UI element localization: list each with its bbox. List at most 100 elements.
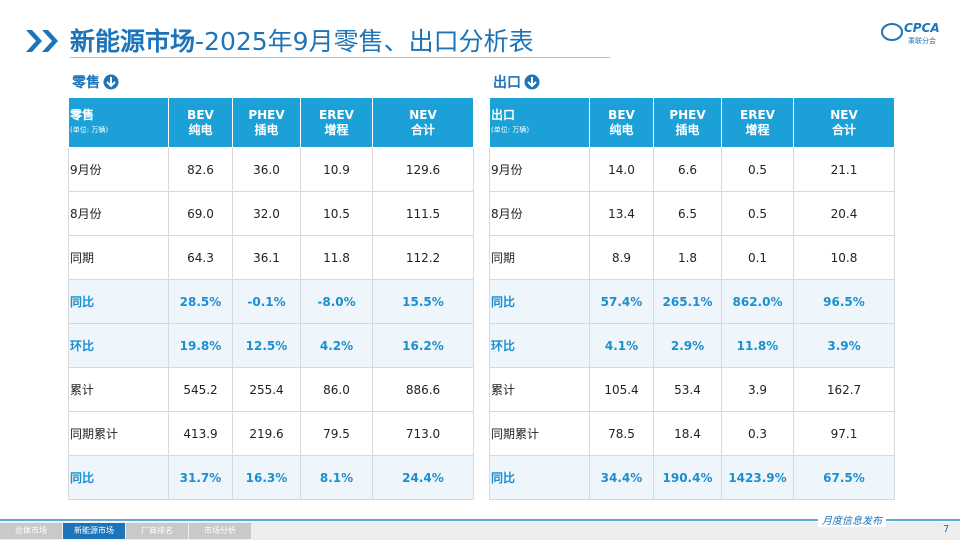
cell: 219.6 [232,411,301,456]
cell: 67.5% [793,455,895,500]
cell: 190.4% [653,455,722,500]
footer-line [0,519,960,521]
row-label: 同期 [68,235,169,280]
cell: 862.0% [721,279,794,324]
cell: 64.3 [168,235,233,280]
cell: 1423.9% [721,455,794,500]
column-header: NEV 合计 [793,97,895,148]
cell: 0.5 [721,147,794,192]
cell: 11.8% [721,323,794,368]
unit-label: (单位: 万辆) [70,125,109,134]
column-name: 插电 [254,122,279,137]
column-code: EREV [740,107,775,122]
column-name: 插电 [675,122,700,137]
column-header: PHEV 插电 [232,97,301,148]
cell: 0.3 [721,411,794,456]
cell: 1.8 [653,235,722,280]
column-header: EREV 增程 [300,97,373,148]
data-table: 零售 (单位: 万辆) BEV 纯电 PHEV 插电 EREV 增程 NEV 合计 9月份 82.6 3… [68,97,474,500]
cell: 11.8 [300,235,373,280]
table-row: 同期累计 78.5 18.4 0.3 97.1 [489,411,895,456]
row-label: 环比 [68,323,169,368]
cell: 78.5 [589,411,654,456]
cell: 886.6 [372,367,474,412]
column-name: 纯电 [609,122,634,137]
header-row: 出口 (单位: 万辆) BEV 纯电 PHEV 插电 EREV 增程 NEV 合计 [489,97,895,148]
cell: 32.0 [232,191,301,236]
chevrons [26,30,58,52]
cell: 10.5 [300,191,373,236]
cell: 4.1% [589,323,654,368]
title-rest: -2025年9月零售、出口分析表 [195,27,534,56]
cell: 16.3% [232,455,301,500]
cell: 4.2% [300,323,373,368]
table-row: 8月份 13.4 6.5 0.5 20.4 [489,191,895,236]
cell: 8.1% [300,455,373,500]
column-header: BEV 纯电 [589,97,654,148]
cell: 413.9 [168,411,233,456]
row-label: 同期累计 [489,411,590,456]
cell: 21.1 [793,147,895,192]
cell: 12.5% [232,323,301,368]
column-code: NEV [830,107,858,122]
cell: 69.0 [168,191,233,236]
cell: 105.4 [589,367,654,412]
table-row: 同期累计 413.9 219.6 79.5 713.0 [68,411,474,456]
cell: 20.4 [793,191,895,236]
table-row: 9月份 82.6 36.0 10.9 129.6 [68,147,474,192]
table-row: 环比 19.8% 12.5% 4.2% 16.2% [68,323,474,368]
cell: -0.1% [232,279,301,324]
footer-tab: 市场分析 [189,523,251,539]
row-label: 同比 [489,279,590,324]
section-label: 零售 [72,72,119,92]
cell: 3.9 [721,367,794,412]
column-code: NEV [409,107,437,122]
table-row: 累计 545.2 255.4 86.0 886.6 [68,367,474,412]
cell: 10.8 [793,235,895,280]
logo: CPCA 乘联分会 [881,21,940,45]
cell: 10.9 [300,147,373,192]
row-label: 累计 [489,367,590,412]
unit-label: (单位: 万辆) [491,125,530,134]
table-row: 环比 4.1% 2.9% 11.8% 3.9% [489,323,895,368]
section-label-text: 出口 [493,75,521,91]
cell: 31.7% [168,455,233,500]
footer-tab: 新能源市场 [63,523,125,539]
column-header: BEV 纯电 [168,97,233,148]
header-row: 零售 (单位: 万辆) BEV 纯电 PHEV 插电 EREV 增程 NEV 合计 [68,97,474,148]
cell: 6.5 [653,191,722,236]
cell: 8.9 [589,235,654,280]
cell: 2.9% [653,323,722,368]
corner-cell: 出口 (单位: 万辆) [489,97,590,148]
cell: 0.1 [721,235,794,280]
row-label: 同比 [489,455,590,500]
cell: 545.2 [168,367,233,412]
table-row: 9月份 14.0 6.6 0.5 21.1 [489,147,895,192]
cell: 265.1% [653,279,722,324]
title: 新能源市场-2025年9月零售、出口分析表 [70,22,534,58]
cell: 18.4 [653,411,722,456]
footer-tab: 厂商排名 [126,523,188,539]
cell: 97.1 [793,411,895,456]
column-name: 增程 [324,122,349,137]
column-name: 纯电 [188,122,213,137]
cell: 162.7 [793,367,895,412]
table-row: 同比 31.7% 16.3% 8.1% 24.4% [68,455,474,500]
cell: 111.5 [372,191,474,236]
cell: 36.0 [232,147,301,192]
cell: 19.8% [168,323,233,368]
table-row: 同期 64.3 36.1 11.8 112.2 [68,235,474,280]
cell: 96.5% [793,279,895,324]
data-table: 出口 (单位: 万辆) BEV 纯电 PHEV 插电 EREV 增程 NEV 合计 9月份 14.0 6… [489,97,895,500]
cell: 79.5 [300,411,373,456]
column-code: EREV [319,107,354,122]
corner-label: 零售 [70,107,95,122]
cell: 112.2 [372,235,474,280]
cell: 34.4% [589,455,654,500]
cell: 255.4 [232,367,301,412]
footer-note: 月度信息发布 [818,512,886,527]
row-label: 9月份 [68,147,169,192]
cell: 0.5 [721,191,794,236]
cell: 15.5% [372,279,474,324]
